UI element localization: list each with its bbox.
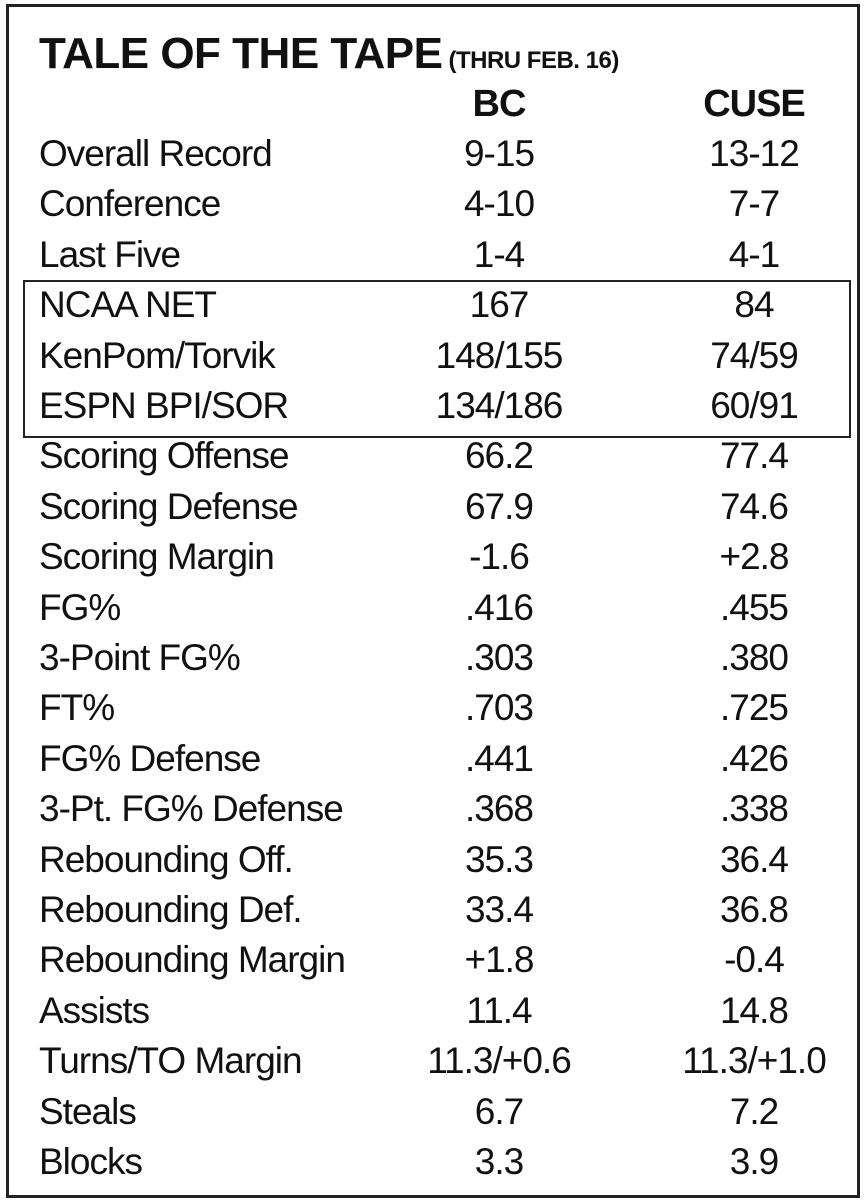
row-label: Scoring Margin [39,536,275,578]
stat-value: 33.4 [464,889,534,930]
stat-value: 35.3 [464,838,534,880]
row-label: Rebounding Off. [39,838,294,880]
stat-value: 167 [469,284,530,326]
stat-value: 4-1 [728,233,780,275]
stat-value: 11.3/+1.0 [682,1040,827,1082]
title: TALE OF THE TAPE [39,29,443,78]
stat-value: .725 [719,687,789,729]
row-label: Rebounding Def. [39,889,303,930]
ranking-box [23,280,851,438]
stat-value: 7-7 [728,183,780,225]
stat-value: .416 [464,586,534,628]
stat-value: 1-4 [473,233,525,275]
subtitle: (THRU FEB. 16) [448,47,619,74]
stat-value: .303 [464,637,534,678]
row-label: Assists [39,989,150,1031]
stat-value: 36.4 [719,838,789,880]
stat-value: 3.9 [729,1141,779,1182]
stat-value: 148/155 [435,334,564,376]
stat-value: +2.8 [719,536,789,578]
title-line: TALE OF THE TAPE (THRU FEB. 16) [39,29,619,79]
row-label: FG% Defense [39,737,261,779]
row-label: FG% [39,586,121,628]
row-label: Rebounding Margin [39,939,346,981]
stat-value: +1.8 [464,939,534,981]
stat-value: .380 [719,637,789,678]
stat-value: .368 [464,788,534,830]
row-label: KenPom/Torvik [39,334,276,376]
stat-value: 36.8 [719,889,789,930]
stat-value: 74/59 [710,334,799,376]
stat-value: 67.9 [464,485,534,527]
column-header: BC [472,83,527,125]
stat-value: 3.3 [474,1141,524,1182]
stat-value: 77.4 [719,435,789,477]
row-label: 3-Point FG% [39,637,241,678]
stat-value: -1.6 [469,536,530,578]
row-label: Scoring Defense [39,485,299,527]
stat-value: 14.8 [719,989,789,1031]
stat-value: -0.4 [724,939,785,981]
stat-value: 13-12 [709,133,800,174]
stat-value: .703 [464,687,534,729]
row-label: FT% [39,687,115,729]
row-label: Conference [39,183,221,225]
stat-value: 9-15 [463,133,535,174]
stat-value: .441 [464,737,534,779]
stat-value: 6.7 [474,1090,524,1132]
stat-value: 4-10 [463,183,535,225]
row-label: Overall Record [39,133,273,174]
stat-value: 134/186 [435,385,564,426]
stat-value: 11.4 [466,989,532,1031]
row-label: Blocks [39,1141,143,1182]
column-header: CUSE [703,83,806,125]
row-label: NCAA NET [39,284,217,326]
row-label: 3-Pt. FG% Defense [39,788,344,830]
row-label: ESPN BPI/SOR [39,385,289,426]
stat-value: 11.3/+0.6 [427,1040,572,1082]
stat-value: 60/91 [710,385,799,426]
row-label: Steals [39,1090,137,1132]
stat-value: .455 [719,586,789,628]
row-label: Scoring Offense [39,435,290,477]
table-frame: TALE OF THE TAPE (THRU FEB. 16) BC CUSE Ove… [6,4,860,1198]
stat-value: 74.6 [719,485,789,527]
stat-value: .338 [719,788,789,830]
row-label: Turns/TO Margin [39,1040,303,1082]
stat-value: .426 [719,737,789,779]
stat-value: 7.2 [729,1090,779,1132]
row-label: Last Five [39,233,181,275]
stat-value: 84 [734,284,774,326]
stat-value: 66.2 [464,435,534,477]
